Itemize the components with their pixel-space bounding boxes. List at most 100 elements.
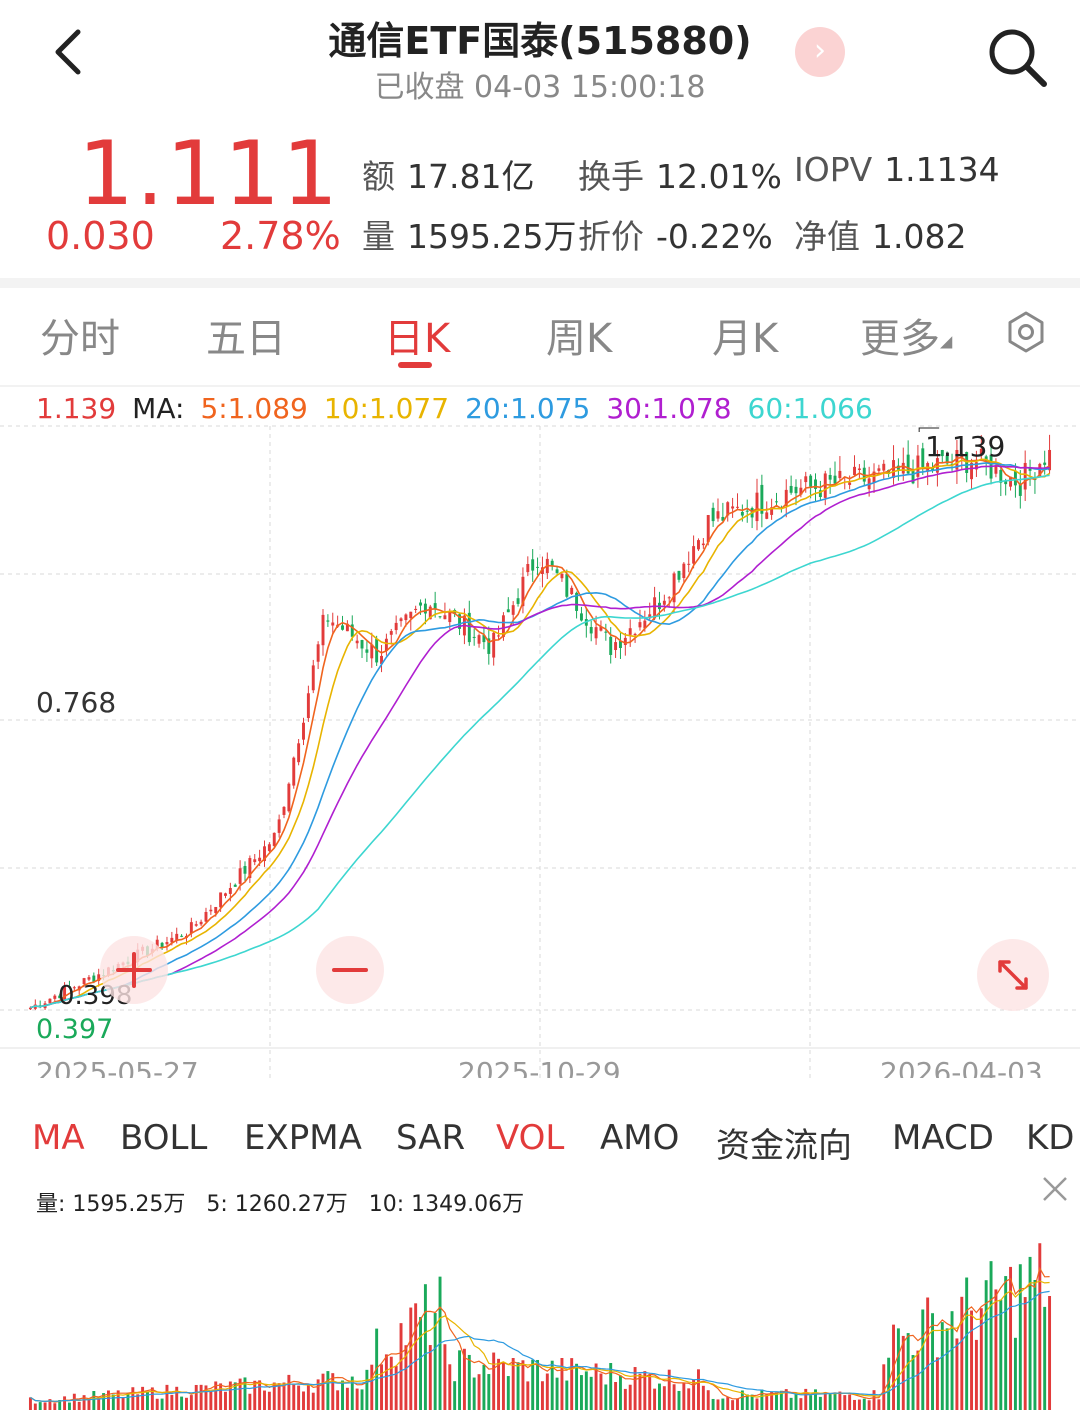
volume-bar bbox=[555, 1377, 559, 1410]
tab-five-day[interactable]: 五日 bbox=[206, 316, 286, 362]
candle-body bbox=[814, 479, 817, 489]
candle-body bbox=[560, 573, 564, 579]
volume-bar bbox=[389, 1356, 393, 1410]
vol-ma5-line bbox=[30, 1266, 1050, 1403]
candle-body bbox=[267, 844, 271, 851]
volume-bar bbox=[926, 1297, 930, 1410]
candle-body bbox=[931, 467, 934, 470]
volume-bar bbox=[589, 1376, 593, 1410]
candle-body bbox=[575, 592, 579, 611]
candle-body bbox=[28, 1007, 32, 1010]
indicator-tabs: MA BOLL EXPMA SAR VOL AMO 资金流向 MACD KD bbox=[0, 1112, 1080, 1172]
volume-bar bbox=[770, 1391, 774, 1410]
candle-body bbox=[623, 637, 627, 646]
ind-tab-fund-flow[interactable]: 资金流向 bbox=[716, 1126, 852, 1166]
candle-body bbox=[945, 455, 949, 464]
candle-body bbox=[643, 620, 647, 629]
volume-bar bbox=[67, 1402, 71, 1410]
candle-body bbox=[565, 574, 569, 597]
expand-icon bbox=[998, 960, 1028, 990]
next-fund-button[interactable]: › bbox=[795, 27, 845, 77]
tab-weekly-k[interactable]: 周K bbox=[546, 316, 613, 362]
zoom-out-button[interactable] bbox=[316, 936, 384, 1004]
search-icon[interactable] bbox=[982, 22, 1052, 92]
candle-body bbox=[955, 449, 959, 470]
candle-body bbox=[297, 743, 301, 763]
volume-bar bbox=[740, 1390, 744, 1410]
close-icon[interactable] bbox=[1038, 1172, 1072, 1206]
ind-tab-sar[interactable]: SAR bbox=[396, 1118, 466, 1158]
volume-bar bbox=[53, 1403, 57, 1410]
volume-bar bbox=[477, 1374, 481, 1410]
candle-body bbox=[345, 623, 349, 632]
ind-tab-boll[interactable]: BOLL bbox=[120, 1118, 208, 1158]
tab-monthly-k[interactable]: 月K bbox=[712, 316, 779, 362]
gear-icon[interactable] bbox=[1004, 310, 1048, 354]
volume-bar bbox=[779, 1390, 783, 1410]
candle-body bbox=[877, 468, 881, 471]
candle-body bbox=[506, 609, 510, 613]
candle-body bbox=[433, 603, 437, 610]
ind-tab-macd[interactable]: MACD bbox=[892, 1118, 994, 1158]
tab-daily-k[interactable]: 日K bbox=[384, 316, 451, 362]
candle-body bbox=[1013, 470, 1017, 486]
volume-bar bbox=[1043, 1306, 1047, 1410]
fullscreen-button[interactable] bbox=[977, 939, 1049, 1011]
volume-bar bbox=[818, 1396, 822, 1410]
candle-body bbox=[228, 888, 232, 894]
volume-bar bbox=[701, 1385, 705, 1410]
tab-more[interactable]: 更多◢ bbox=[860, 316, 953, 362]
volume-bar bbox=[214, 1381, 218, 1410]
candle-body bbox=[97, 974, 101, 981]
volume-bar bbox=[136, 1394, 140, 1410]
candle-body bbox=[467, 612, 471, 643]
volume-bar bbox=[711, 1398, 715, 1410]
volume-bar bbox=[297, 1385, 301, 1410]
volume-bar bbox=[1028, 1256, 1032, 1410]
candle-body bbox=[497, 635, 501, 637]
ind-tab-ma[interactable]: MA bbox=[32, 1118, 85, 1158]
volume-bar bbox=[185, 1397, 188, 1410]
volume-bar bbox=[462, 1348, 466, 1410]
volume-bar bbox=[536, 1359, 540, 1410]
candle-body bbox=[677, 570, 681, 580]
candle-body bbox=[53, 995, 57, 999]
volume-bar bbox=[833, 1392, 837, 1410]
candle-body bbox=[1023, 462, 1027, 490]
ind-tab-kd[interactable]: KD bbox=[1026, 1118, 1075, 1158]
candle-body bbox=[618, 641, 622, 648]
candle-body bbox=[794, 486, 798, 494]
candle-body bbox=[63, 986, 67, 1002]
volume-bar bbox=[277, 1383, 281, 1410]
ind-tab-vol[interactable]: VOL bbox=[496, 1118, 565, 1158]
candle-body bbox=[1038, 463, 1042, 478]
volume-bar bbox=[682, 1383, 686, 1410]
tab-intraday[interactable]: 分时 bbox=[40, 316, 120, 362]
x-label-mid: 2025-10-29 bbox=[458, 1056, 621, 1078]
candle-body bbox=[994, 465, 998, 474]
volume-bar bbox=[750, 1394, 754, 1410]
back-arrow-icon[interactable] bbox=[40, 22, 100, 82]
candle-body bbox=[701, 543, 705, 546]
ind-tab-amo[interactable]: AMO bbox=[600, 1118, 680, 1158]
volume-bar bbox=[326, 1371, 330, 1410]
stat-volume: 量 1595.25万 bbox=[362, 217, 577, 256]
volume-bar bbox=[823, 1392, 827, 1410]
candle-body bbox=[721, 516, 725, 521]
volume-bar bbox=[1018, 1264, 1022, 1410]
candle-body bbox=[716, 511, 720, 519]
volume-bar bbox=[882, 1364, 886, 1410]
volume-bar bbox=[72, 1393, 76, 1410]
candle-body bbox=[1018, 484, 1022, 496]
candle-body bbox=[1009, 476, 1013, 487]
candle-body bbox=[892, 460, 895, 478]
last-price: 1.111 bbox=[78, 122, 340, 225]
candle-body bbox=[321, 614, 325, 646]
ind-tab-expma[interactable]: EXPMA bbox=[244, 1118, 362, 1158]
volume-bar bbox=[609, 1363, 613, 1410]
volume-bar bbox=[745, 1394, 749, 1410]
zoom-in-button[interactable] bbox=[100, 936, 168, 1004]
page-title: 通信ETF国泰(515880) bbox=[328, 19, 752, 63]
candle-body bbox=[731, 506, 735, 509]
